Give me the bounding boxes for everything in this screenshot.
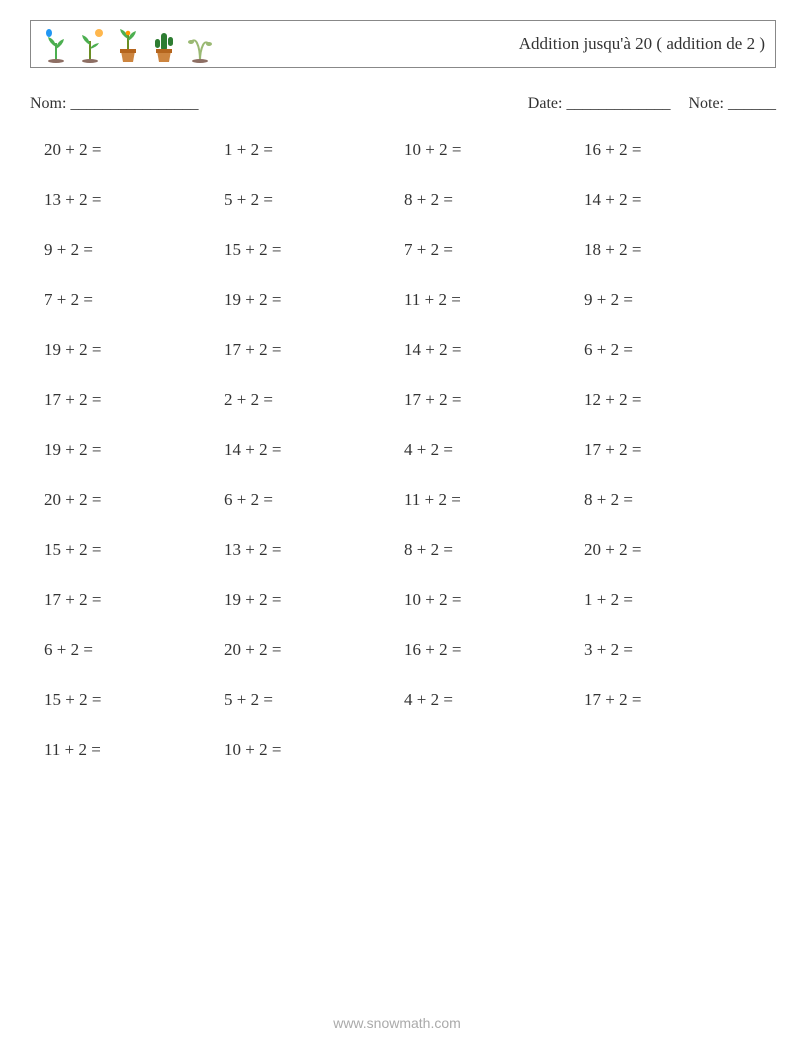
problems-grid: 20 + 2 = 1 + 2 = 10 + 2 = 16 + 2 = 13 + … (44, 140, 764, 762)
problem-cell: 17 + 2 = (584, 440, 764, 462)
problem-cell: 19 + 2 = (44, 440, 224, 462)
problem-cell (404, 740, 584, 762)
problem-cell: 20 + 2 = (44, 140, 224, 162)
problem-cell: 6 + 2 = (584, 340, 764, 362)
plant-icons-row (41, 21, 215, 67)
problem-cell (584, 740, 764, 762)
problem-cell: 5 + 2 = (224, 190, 404, 212)
footer-url: www.snowmath.com (0, 1015, 794, 1031)
problem-cell: 17 + 2 = (404, 390, 584, 412)
problem-cell: 6 + 2 = (224, 490, 404, 512)
problem-cell: 4 + 2 = (404, 690, 584, 712)
problem-cell: 6 + 2 = (44, 640, 224, 662)
sprout-water-icon (41, 27, 71, 63)
problem-cell: 1 + 2 = (584, 590, 764, 612)
problem-cell: 14 + 2 = (404, 340, 584, 362)
problem-cell: 13 + 2 = (224, 540, 404, 562)
problem-cell: 19 + 2 = (224, 590, 404, 612)
problem-cell: 11 + 2 = (404, 290, 584, 312)
problem-cell: 20 + 2 = (584, 540, 764, 562)
problem-cell: 18 + 2 = (584, 240, 764, 262)
problem-cell: 10 + 2 = (224, 740, 404, 762)
potted-plant-icon (113, 27, 143, 63)
problem-cell: 17 + 2 = (44, 390, 224, 412)
problem-cell: 7 + 2 = (404, 240, 584, 262)
problem-cell: 14 + 2 = (224, 440, 404, 462)
date-field-label: Date: _____________ (528, 95, 671, 113)
problem-cell: 16 + 2 = (584, 140, 764, 162)
problem-cell: 9 + 2 = (584, 290, 764, 312)
seedling-sun-icon (77, 27, 107, 63)
problem-cell: 11 + 2 = (44, 740, 224, 762)
problem-cell: 15 + 2 = (44, 690, 224, 712)
problem-cell: 8 + 2 = (404, 190, 584, 212)
problem-cell: 9 + 2 = (44, 240, 224, 262)
cactus-icon (149, 27, 179, 63)
problem-cell: 1 + 2 = (224, 140, 404, 162)
problem-cell: 17 + 2 = (224, 340, 404, 362)
problem-cell: 2 + 2 = (224, 390, 404, 412)
problem-cell: 15 + 2 = (44, 540, 224, 562)
problem-cell: 4 + 2 = (404, 440, 584, 462)
problem-cell: 7 + 2 = (44, 290, 224, 312)
problem-cell: 13 + 2 = (44, 190, 224, 212)
problem-cell: 10 + 2 = (404, 140, 584, 162)
name-field-label: Nom: ________________ (30, 95, 198, 113)
problem-cell: 19 + 2 = (44, 340, 224, 362)
problem-cell: 17 + 2 = (584, 690, 764, 712)
problem-cell: 20 + 2 = (224, 640, 404, 662)
problem-cell: 14 + 2 = (584, 190, 764, 212)
problem-cell: 8 + 2 = (584, 490, 764, 512)
meta-row: Nom: ________________ Date: ____________… (30, 95, 776, 113)
problem-cell: 17 + 2 = (44, 590, 224, 612)
problem-cell: 8 + 2 = (404, 540, 584, 562)
note-field-label: Note: ______ (688, 95, 776, 113)
problem-cell: 11 + 2 = (404, 490, 584, 512)
problem-cell: 3 + 2 = (584, 640, 764, 662)
wilting-plant-icon (185, 27, 215, 63)
problem-cell: 15 + 2 = (224, 240, 404, 262)
problem-cell: 5 + 2 = (224, 690, 404, 712)
problem-cell: 16 + 2 = (404, 640, 584, 662)
problem-cell: 10 + 2 = (404, 590, 584, 612)
problem-cell: 20 + 2 = (44, 490, 224, 512)
header-box: Addition jusqu'à 20 ( addition de 2 ) (30, 20, 776, 68)
problem-cell: 19 + 2 = (224, 290, 404, 312)
problem-cell: 12 + 2 = (584, 390, 764, 412)
worksheet-title: Addition jusqu'à 20 ( addition de 2 ) (519, 34, 765, 54)
